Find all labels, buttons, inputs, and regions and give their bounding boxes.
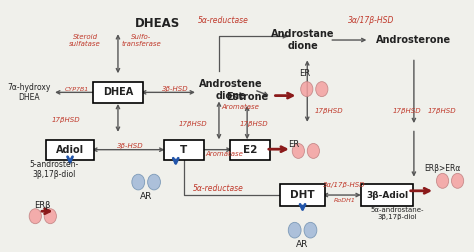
Ellipse shape: [451, 173, 464, 188]
Text: 5α-reductase: 5α-reductase: [198, 16, 249, 25]
Ellipse shape: [437, 173, 449, 188]
Text: AR: AR: [140, 192, 152, 201]
Text: 17βHSD: 17βHSD: [392, 108, 421, 114]
Text: 5α-reductase: 5α-reductase: [192, 184, 244, 193]
FancyBboxPatch shape: [230, 140, 270, 160]
Text: Androstene
dione: Androstene dione: [199, 79, 263, 101]
Text: CYP7B1: CYP7B1: [65, 87, 89, 92]
Text: Aromatase: Aromatase: [221, 104, 259, 110]
Text: 3β-Adiol: 3β-Adiol: [366, 191, 408, 200]
Text: Aromatase: Aromatase: [206, 151, 244, 157]
Text: AR: AR: [296, 240, 309, 249]
FancyBboxPatch shape: [93, 82, 143, 103]
Text: Androstane
dione: Androstane dione: [271, 29, 334, 51]
Text: 3β-HSD: 3β-HSD: [162, 86, 188, 92]
Text: 17βHSD: 17βHSD: [315, 108, 344, 114]
Text: DHT: DHT: [290, 190, 315, 200]
Text: 17βHSD: 17βHSD: [52, 117, 81, 123]
Ellipse shape: [132, 174, 145, 190]
Text: RoDH1: RoDH1: [333, 198, 356, 203]
Text: T: T: [180, 145, 187, 155]
FancyBboxPatch shape: [164, 140, 204, 160]
FancyBboxPatch shape: [46, 140, 94, 160]
Text: Adiol: Adiol: [56, 145, 84, 155]
Text: Sulfo-
transferase: Sulfo- transferase: [121, 34, 161, 47]
Text: ERβ: ERβ: [35, 201, 51, 210]
Ellipse shape: [288, 222, 301, 238]
Text: ERβ>ERα: ERβ>ERα: [424, 164, 460, 173]
Text: E2: E2: [243, 145, 257, 155]
Text: 3β-HSD: 3β-HSD: [118, 143, 144, 149]
Text: 3α/17β-HSD: 3α/17β-HSD: [348, 16, 395, 25]
Text: ER: ER: [289, 140, 300, 149]
Text: DHEAS: DHEAS: [135, 17, 181, 30]
Ellipse shape: [316, 82, 328, 97]
Ellipse shape: [147, 174, 160, 190]
Ellipse shape: [301, 82, 313, 97]
Text: Steroid
sulfatase: Steroid sulfatase: [69, 34, 101, 47]
Text: 17βHSD: 17βHSD: [179, 120, 208, 127]
Ellipse shape: [304, 222, 317, 238]
Text: 5-androsten-
3β,17β-diol: 5-androsten- 3β,17β-diol: [29, 160, 78, 179]
FancyBboxPatch shape: [280, 184, 325, 206]
Ellipse shape: [29, 209, 41, 224]
Ellipse shape: [44, 209, 56, 224]
Text: 5α-androstane-
3β,17β-diol: 5α-androstane- 3β,17β-diol: [371, 207, 424, 220]
Text: ER: ER: [299, 69, 310, 78]
Text: 7α-hydroxy
DHEA: 7α-hydroxy DHEA: [7, 83, 50, 102]
Text: DHEA: DHEA: [103, 87, 133, 97]
Text: 3α/17β-HSD: 3α/17β-HSD: [323, 182, 365, 187]
Ellipse shape: [307, 143, 319, 159]
Text: 17βHSD: 17βHSD: [240, 120, 268, 127]
Text: 17βHSD: 17βHSD: [428, 108, 456, 114]
Ellipse shape: [292, 143, 304, 159]
Text: Androsterone: Androsterone: [376, 35, 451, 45]
Text: Estrone: Estrone: [226, 92, 268, 102]
FancyBboxPatch shape: [361, 184, 413, 206]
